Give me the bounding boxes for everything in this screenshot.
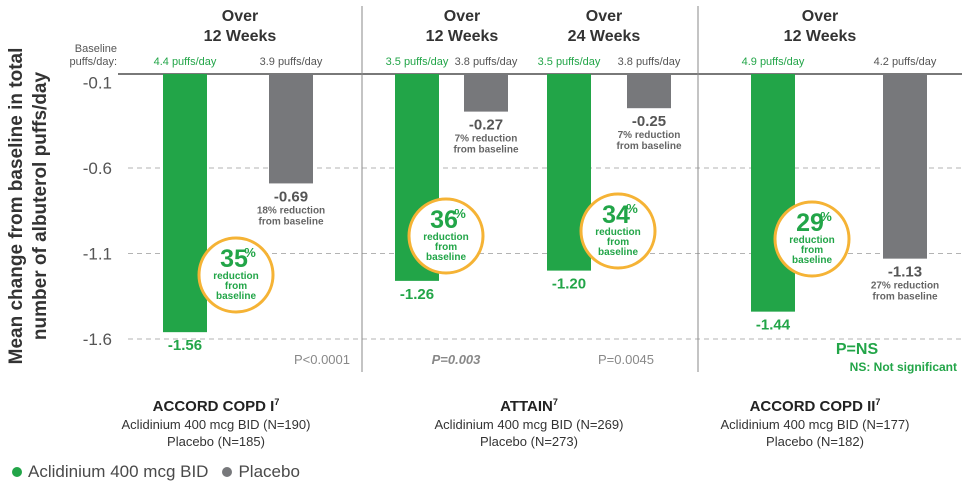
bar-value-label: -0.27 (469, 117, 503, 134)
reduction-badge-text: baseline (598, 247, 638, 258)
baseline-value: 3.8 puffs/day (455, 56, 518, 68)
reduction-badge-text: reduction (595, 227, 641, 238)
reduction-note: 18% reduction (257, 205, 325, 216)
baseline-value: 3.5 puffs/day (538, 56, 601, 68)
reduction-badge-text: from (225, 281, 247, 292)
bar-placebo (883, 74, 927, 259)
legend-swatch-aclidinium (12, 467, 22, 477)
bar-placebo (269, 74, 313, 184)
reduction-percent-sign: % (454, 206, 466, 221)
baseline-value: 3.5 puffs/day (386, 56, 449, 68)
albuterol-chart: Mean change from baseline in total number… (6, 6, 962, 449)
reduction-badge-text: baseline (792, 255, 832, 266)
reduction-note: from baseline (616, 141, 681, 152)
bar-placebo (627, 74, 671, 109)
reduction-badge-text: from (801, 245, 823, 256)
study-arm-line: Placebo (N=273) (480, 434, 578, 449)
study-name: ACCORD COPD I7 (153, 397, 280, 415)
bar-aclidinium (163, 74, 207, 333)
legend-swatch-placebo (222, 467, 233, 477)
reduction-badge-text: from (607, 237, 629, 248)
reduction-percent: 35 (220, 245, 248, 273)
reduction-note: from baseline (453, 145, 518, 156)
period-heading: Over (444, 8, 480, 25)
bar-value-label: -1.13 (888, 264, 922, 281)
reduction-badge-text: baseline (426, 252, 466, 263)
bar-value-label: -1.44 (756, 317, 791, 334)
bar-value-label: -1.20 (552, 276, 586, 293)
baseline-header-label: Baseline (75, 43, 117, 55)
p-value: P=0.003 (432, 352, 482, 367)
bar-placebo (464, 74, 508, 112)
y-axis-title-line: Mean change from baseline in total (6, 48, 27, 365)
y-tick-label: -1.1 (83, 245, 112, 264)
y-tick-label: -0.1 (83, 74, 112, 93)
reduction-percent-sign: % (244, 245, 256, 260)
reduction-badge (197, 236, 275, 314)
reduction-percent-sign: % (820, 209, 832, 224)
legend-label-aclidinium: Aclidinium 400 mcg BID (28, 462, 209, 481)
bar-value-label: -0.25 (632, 113, 666, 130)
reduction-badge-text: baseline (216, 291, 256, 302)
study-arm-line: Placebo (N=185) (167, 434, 265, 449)
reduction-note: 7% reduction (618, 130, 681, 141)
reduction-badge (579, 192, 657, 270)
period-heading: 12 Weeks (426, 28, 499, 45)
baseline-value: 3.9 puffs/day (260, 56, 323, 68)
period-heading: 12 Weeks (204, 28, 277, 45)
reduction-percent: 34 (602, 201, 630, 229)
reduction-note: from baseline (258, 216, 323, 227)
reduction-note: 27% reduction (871, 281, 939, 292)
baseline-value: 4.2 puffs/day (874, 56, 937, 68)
reduction-badge-text: reduction (213, 271, 259, 282)
study-arm-line: Placebo (N=182) (766, 434, 864, 449)
reduction-percent: 36 (430, 206, 458, 234)
period-heading: 24 Weeks (568, 28, 641, 45)
period-heading: Over (586, 8, 622, 25)
legend: Aclidinium 400 mcg BID Placebo (12, 462, 300, 482)
reduction-badge (407, 197, 485, 275)
legend-item-aclidinium: Aclidinium 400 mcg BID (12, 462, 208, 482)
reduction-badge-text: from (435, 242, 457, 253)
study-arm-line: Aclidinium 400 mcg BID (N=190) (122, 417, 311, 432)
baseline-value: 4.9 puffs/day (742, 56, 805, 68)
bar-value-label: -1.56 (168, 337, 202, 354)
period-heading: 12 Weeks (784, 28, 857, 45)
legend-label-placebo: Placebo (238, 462, 300, 481)
study-superscript: 7 (274, 397, 279, 407)
bar-value-label: -1.26 (400, 286, 434, 303)
legend-item-placebo: Placebo (222, 462, 300, 482)
study-name: ATTAIN7 (500, 397, 558, 415)
p-value-note: NS: Not significant (850, 360, 957, 374)
study-superscript: 7 (875, 397, 880, 407)
bar-aclidinium (751, 74, 795, 312)
period-heading: Over (802, 8, 838, 25)
p-value: P=0.0045 (598, 352, 654, 367)
study-name: ACCORD COPD II7 (750, 397, 881, 415)
reduction-badge-text: reduction (423, 232, 469, 243)
study-superscript: 7 (553, 397, 558, 407)
y-axis-title-line: number of albuterol puffs/day (30, 72, 51, 341)
reduction-badge (773, 200, 851, 278)
period-heading: Over (222, 8, 258, 25)
reduction-note: 7% reduction (455, 134, 518, 145)
y-tick-label: -0.6 (83, 159, 112, 178)
reduction-note: from baseline (872, 292, 937, 303)
study-arm-line: Aclidinium 400 mcg BID (N=177) (721, 417, 910, 432)
reduction-badge-text: reduction (789, 235, 835, 246)
reduction-percent-sign: % (626, 201, 638, 216)
baseline-value: 4.4 puffs/day (154, 56, 217, 68)
y-tick-label: -1.6 (83, 330, 112, 349)
baseline-header-label: puffs/day: (70, 56, 118, 68)
study-arm-line: Aclidinium 400 mcg BID (N=269) (435, 417, 624, 432)
baseline-value: 3.8 puffs/day (618, 56, 681, 68)
p-value: P=NS (836, 341, 879, 358)
reduction-percent: 29 (796, 209, 824, 237)
p-value: P<0.0001 (294, 352, 350, 367)
bar-value-label: -0.69 (274, 188, 308, 205)
